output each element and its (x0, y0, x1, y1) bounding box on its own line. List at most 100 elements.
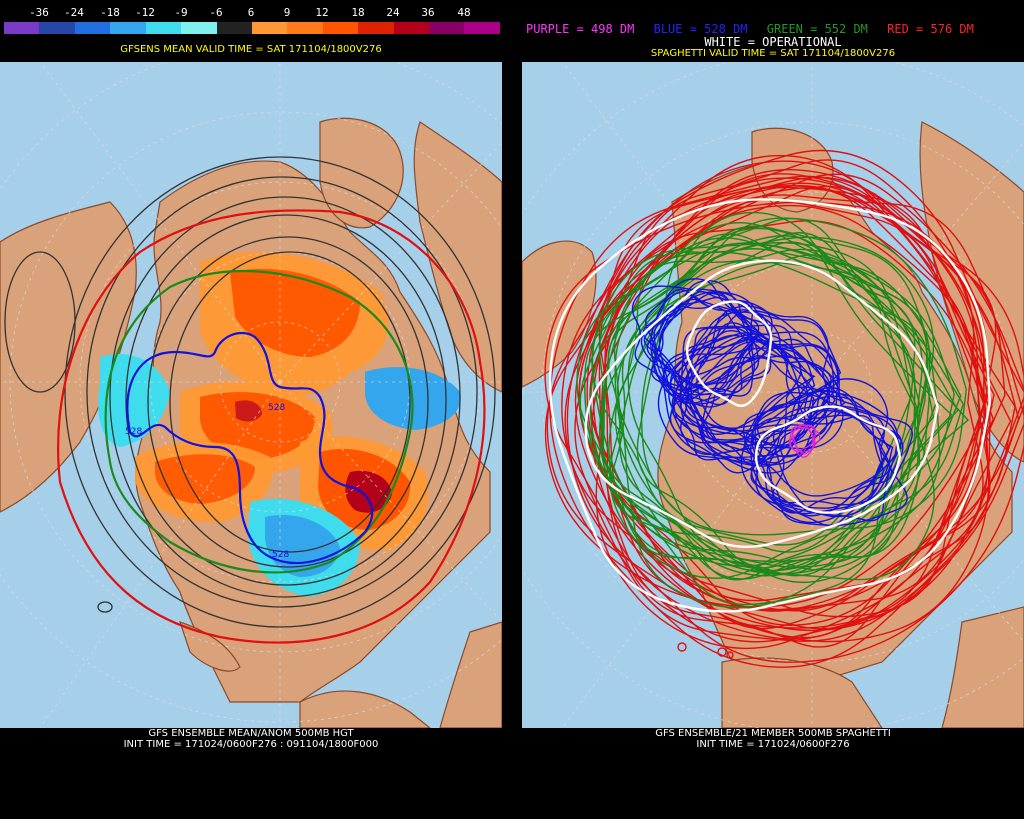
spaghetti-blue-contour (750, 386, 893, 517)
footer-title: GFS ENSEMBLE/21 MEMBER 500MB SPAGHETTI (655, 728, 891, 739)
spaghetti-contours (544, 149, 1024, 668)
legend-green: GREEN = 552 DM (766, 22, 868, 36)
footer-init-time: INIT TIME = 171024/0600F276 (696, 739, 850, 750)
spaghetti-green-contour (579, 232, 964, 577)
colorbar-label: 18 (351, 6, 365, 19)
colorbar-label: -9 (174, 6, 188, 19)
height-contours (4, 156, 496, 628)
spaghetti-blue-contour (640, 279, 773, 392)
spaghetti-blue-contour (650, 291, 760, 397)
spaghetti-red-contour (578, 198, 987, 639)
colorbar-label: -12 (135, 6, 155, 19)
colorbar-labels: -36 -24 -18 -12 -9 -6 6 9 12 18 24 36 48 (4, 6, 500, 20)
panel-divider (502, 0, 522, 819)
colorbar-swatch (464, 22, 500, 34)
africa-land (941, 606, 1024, 728)
spaghetti-red-contour (544, 177, 993, 608)
legend-purple: PURPLE = 498 DM (526, 22, 635, 36)
colorbar-swatch (74, 22, 111, 34)
spaghetti-red-contour (561, 185, 1012, 643)
footer: GFS ENSEMBLE MEAN/ANOM 500MB HGT INIT TI… (0, 728, 502, 819)
spaghetti-red-contour (598, 204, 989, 630)
colorbar-swatch (110, 22, 146, 34)
spaghetti-panel: PURPLE = 498 DM BLUE = 528 DM GREEN = 55… (522, 0, 1024, 819)
spaghetti-blue-contour (631, 285, 762, 391)
south-america-land (299, 690, 431, 728)
spaghetti-green-contour (614, 233, 928, 562)
spaghetti-purple-contour (788, 426, 814, 452)
operational-contour (548, 198, 992, 613)
spaghetti-red-contour (589, 159, 989, 618)
footer: GFS ENSEMBLE/21 MEMBER 500MB SPAGHETTI I… (522, 728, 1024, 819)
legend-red: RED = 576 DM (887, 22, 974, 36)
spaghetti-blue-contour (752, 378, 891, 509)
spaghetti-valid-time: SPAGHETTI VALID TIME = SAT 171104/1800V2… (650, 48, 896, 59)
valid-time-title: GFSENS MEAN VALID TIME = SAT 171104/1800… (120, 44, 382, 55)
contour-576-red (57, 209, 486, 644)
contour-label: 528 (268, 403, 285, 413)
colorbar-swatch (4, 22, 40, 34)
asia-land (0, 201, 137, 513)
spaghetti-blue-contour (772, 405, 913, 515)
spaghetti-red-contour (574, 184, 991, 612)
colorbar-swatch (358, 22, 394, 34)
colorbar-swatch (251, 22, 288, 34)
colorbar-label: 6 (247, 6, 255, 19)
operational-contour (754, 405, 902, 514)
contour-label: 528 (125, 427, 142, 437)
spaghetti-green-contour (613, 217, 921, 581)
colorbar-label: -6 (209, 6, 223, 19)
operational-contour (685, 300, 773, 407)
spaghetti-green-contour (607, 235, 970, 609)
pacific-coast-land (522, 240, 597, 388)
spaghetti-red-contour (546, 149, 1024, 632)
contour-label: 528 (272, 550, 289, 560)
spaghetti-red-contour (574, 194, 1024, 642)
contour-528-blue (126, 331, 374, 565)
colorbar-label: 36 (421, 6, 435, 19)
colorbar-swatch (429, 22, 465, 34)
ensemble-mean-panel: -36 -24 -18 -12 -9 -6 6 9 12 18 24 36 48… (0, 0, 504, 819)
colorbar-label: -36 (29, 6, 49, 19)
colorbar-swatch (181, 22, 217, 34)
spaghetti-green-contour (610, 227, 935, 581)
colorbar-swatch (216, 22, 252, 34)
spaghetti-blue-contour (686, 322, 801, 465)
operational-contour (584, 259, 939, 549)
colorbar-label: 12 (315, 6, 329, 19)
colorbar-swatch (287, 22, 323, 34)
ensemble-mean-map: 528 528 528 (0, 62, 502, 728)
colorbar-swatch (393, 22, 430, 34)
spaghetti-legend: PURPLE = 498 DM BLUE = 528 DM GREEN = 55… (526, 22, 1020, 36)
contour-552-green (104, 269, 414, 574)
colorbar-swatch (322, 22, 359, 34)
operational-label: WHITE = OPERATIONAL (704, 35, 842, 49)
spaghetti-blue-contour (750, 389, 892, 514)
colorbar-label: 48 (457, 6, 471, 19)
colorbar-swatch (145, 22, 182, 34)
stray-red-contours (677, 642, 734, 659)
spaghetti-blue-contour (657, 347, 807, 463)
anomaly-fills (98, 252, 461, 597)
spaghetti-red-contour (591, 168, 990, 643)
spaghetti-green-contour (627, 254, 923, 569)
spaghetti-green-contour (598, 242, 931, 584)
spaghetti-blue-contour (662, 332, 802, 458)
footer-title: GFS ENSEMBLE MEAN/ANOM 500MB HGT (148, 728, 354, 739)
anomaly-colorbar (4, 22, 500, 34)
colorbar-label: -24 (64, 6, 84, 19)
spaghetti-red-contour (549, 175, 1020, 668)
spaghetti-blue-contour (642, 278, 760, 386)
spaghetti-red-contour (592, 173, 1024, 612)
colorbar-swatch (39, 22, 75, 34)
colorbar-label: 24 (386, 6, 400, 19)
spaghetti-blue-contour (750, 395, 890, 518)
legend-blue: BLUE = 528 DM (653, 22, 748, 36)
africa-land (439, 621, 502, 728)
colorbar-label: 9 (283, 6, 291, 19)
spaghetti-green-contour (598, 259, 919, 568)
graticule (0, 62, 502, 728)
spaghetti-green-contour (616, 217, 968, 536)
footer-init-time: INIT TIME = 171024/0600F276 : 091104/180… (123, 739, 379, 750)
colorbar-label: -18 (100, 6, 120, 19)
